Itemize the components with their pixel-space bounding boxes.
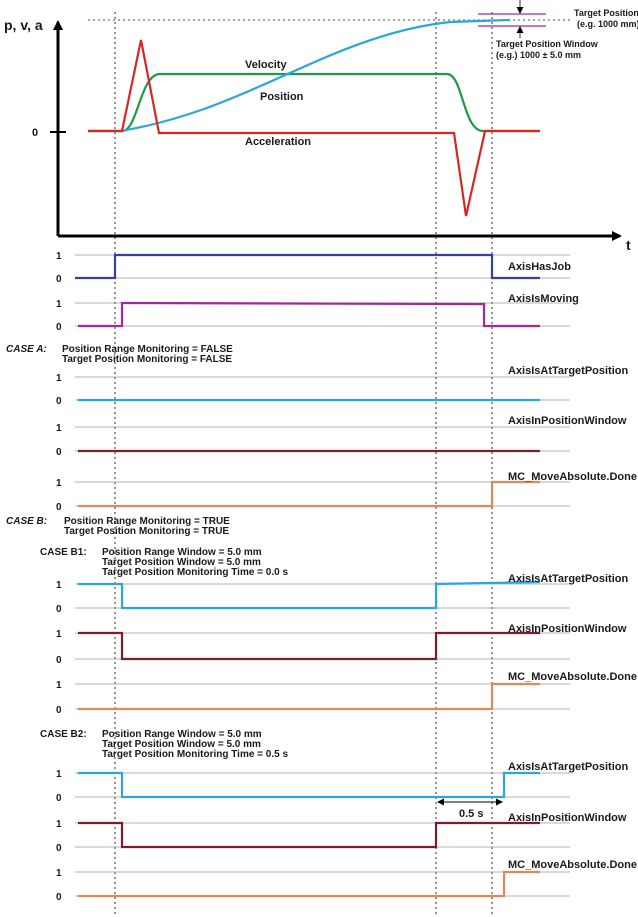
level-one-label: 1 — [56, 423, 62, 434]
level-zero-label: 0 — [56, 396, 62, 407]
case-b1-at-target: 1 0 AxisIsAtTargetPosition — [56, 573, 628, 615]
case-b1-line3: Target Position Monitoring Time = 0.0 s — [102, 567, 288, 578]
y-axis-title: p, v, a — [4, 17, 43, 33]
in-window-label: AxisInPositionWindow — [508, 623, 627, 635]
case-a-header: CASE A: Position Range Monitoring = FALS… — [6, 344, 233, 365]
level-zero-label: 0 — [56, 274, 62, 285]
case-b1-line2: Target Position Window = 5.0 mm — [102, 557, 261, 568]
case-b2-in-window: 1 0 AxisInPositionWindow — [56, 812, 627, 854]
in-window-label: AxisInPositionWindow — [508, 812, 627, 824]
target-position-label: Target Position — [574, 8, 638, 18]
case-a-line1: Position Range Monitoring = FALSE — [62, 344, 233, 355]
case-b2-at-target: 1 0 AxisIsAtTargetPosition 0.5 s — [56, 761, 628, 820]
done-label: MC_MoveAbsolute.Done — [508, 671, 637, 683]
target-window-label: Target Position Window — [496, 39, 599, 49]
case-b1-line1: Position Range Window = 5.0 mm — [102, 547, 262, 558]
done-trace — [78, 682, 540, 711]
acceleration-label: Acceleration — [245, 136, 311, 148]
case-b1-in-window: 1 0 AxisInPositionWindow — [56, 623, 627, 666]
delay-label: 0.5 s — [459, 808, 483, 820]
level-zero-label: 0 — [56, 793, 62, 804]
case-b2-line3: Target Position Monitoring Time = 0.5 s — [102, 749, 288, 760]
zero-label: 0 — [32, 127, 38, 139]
in-window-label: AxisInPositionWindow — [508, 415, 627, 427]
level-one-label: 1 — [56, 580, 62, 591]
level-zero-label: 0 — [56, 604, 62, 615]
level-one-label: 1 — [56, 680, 62, 691]
case-a-at-target: 1 0 AxisIsAtTargetPosition — [56, 365, 628, 407]
level-one-label: 1 — [56, 769, 62, 780]
level-one-label: 1 — [56, 819, 62, 830]
at-target-label: AxisIsAtTargetPosition — [508, 573, 628, 585]
target-window-example: (e.g.) 1000 ± 5.0 mm — [496, 50, 581, 60]
level-zero-label: 0 — [56, 843, 62, 854]
level-one-label: 1 — [56, 629, 62, 640]
at-target-trace — [78, 771, 540, 799]
level-zero-label: 0 — [56, 322, 62, 333]
case-b1-title: CASE B1: — [40, 547, 87, 558]
level-zero-label: 0 — [56, 502, 62, 513]
case-b-line2: Target Position Monitoring = TRUE — [64, 526, 229, 537]
at-target-trace — [78, 580, 541, 610]
signal-axis-has-job: 1 0 AxisHasJob — [56, 251, 571, 285]
level-one-label: 1 — [56, 478, 62, 489]
case-b2-line1: Position Range Window = 5.0 mm — [102, 729, 262, 740]
acceleration-curve — [88, 39, 540, 217]
case-a-in-window: 1 0 AxisInPositionWindow — [56, 415, 627, 458]
case-b1-done: 1 0 MC_MoveAbsolute.Done — [56, 671, 637, 716]
done-label: MC_MoveAbsolute.Done — [508, 859, 637, 871]
level-one-label: 1 — [56, 373, 62, 384]
at-target-label: AxisIsAtTargetPosition — [508, 761, 628, 773]
level-zero-label: 0 — [56, 892, 62, 903]
motion-chart: p, v, a t 0 Target Position (e.g. 1000 m… — [4, 0, 638, 253]
done-trace — [78, 870, 540, 898]
event-markers — [114, 12, 493, 915]
in-window-trace — [78, 821, 540, 849]
case-b2-title: CASE B2: — [40, 729, 87, 740]
level-zero-label: 0 — [56, 447, 62, 458]
in-window-trace — [78, 631, 540, 661]
level-one-label: 1 — [56, 868, 62, 879]
level-one-label: 1 — [56, 251, 62, 262]
velocity-label: Velocity — [245, 59, 287, 71]
case-b-line1: Position Range Monitoring = TRUE — [64, 516, 230, 527]
axis-has-job-label: AxisHasJob — [508, 261, 571, 273]
velocity-curve — [88, 72, 540, 133]
target-position-example: (e.g. 1000 mm) — [577, 19, 638, 29]
signal-axis-is-moving: 1 0 AxisIsMoving — [56, 293, 579, 333]
case-a-title: CASE A: — [6, 344, 47, 355]
axis-is-moving-trace — [78, 301, 540, 328]
axis-is-moving-label: AxisIsMoving — [508, 293, 579, 305]
case-b-title: CASE B: — [6, 516, 47, 527]
level-zero-label: 0 — [56, 655, 62, 666]
case-b2-header: CASE B2: Position Range Window = 5.0 mm … — [40, 729, 288, 760]
case-a-done: 1 0 MC_MoveAbsolute.Done — [56, 471, 637, 513]
done-trace — [78, 480, 540, 508]
case-b2-done: 1 0 MC_MoveAbsolute.Done — [56, 859, 637, 903]
case-b2-line2: Target Position Window = 5.0 mm — [102, 739, 261, 750]
at-target-label: AxisIsAtTargetPosition — [508, 365, 628, 377]
case-a-line2: Target Position Monitoring = FALSE — [62, 354, 232, 365]
axis-has-job-trace — [75, 253, 540, 280]
level-one-label: 1 — [56, 299, 62, 310]
x-axis-title: t — [626, 237, 631, 253]
case-b-header: CASE B: Position Range Monitoring = TRUE… — [6, 516, 230, 537]
position-curve — [88, 18, 511, 133]
case-b1-header: CASE B1: Position Range Window = 5.0 mm … — [40, 547, 288, 578]
done-label: MC_MoveAbsolute.Done — [508, 471, 637, 483]
position-label: Position — [260, 91, 304, 103]
level-zero-label: 0 — [56, 705, 62, 716]
